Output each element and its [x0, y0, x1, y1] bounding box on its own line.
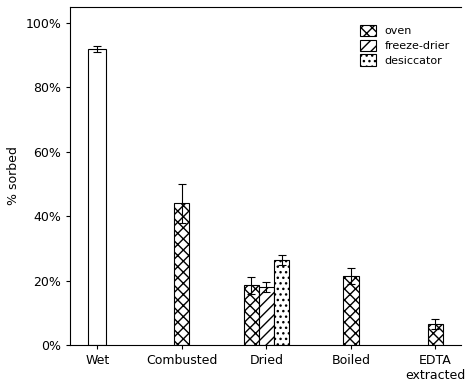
Bar: [88, 49, 106, 345]
Bar: [428, 324, 443, 345]
Bar: [259, 287, 274, 345]
Y-axis label: % sorbed: % sorbed: [7, 147, 20, 205]
Bar: [274, 260, 289, 345]
Bar: [174, 203, 190, 345]
Legend: oven, freeze-drier, desiccator: oven, freeze-drier, desiccator: [355, 19, 455, 71]
Bar: [244, 286, 259, 345]
Bar: [343, 276, 358, 345]
